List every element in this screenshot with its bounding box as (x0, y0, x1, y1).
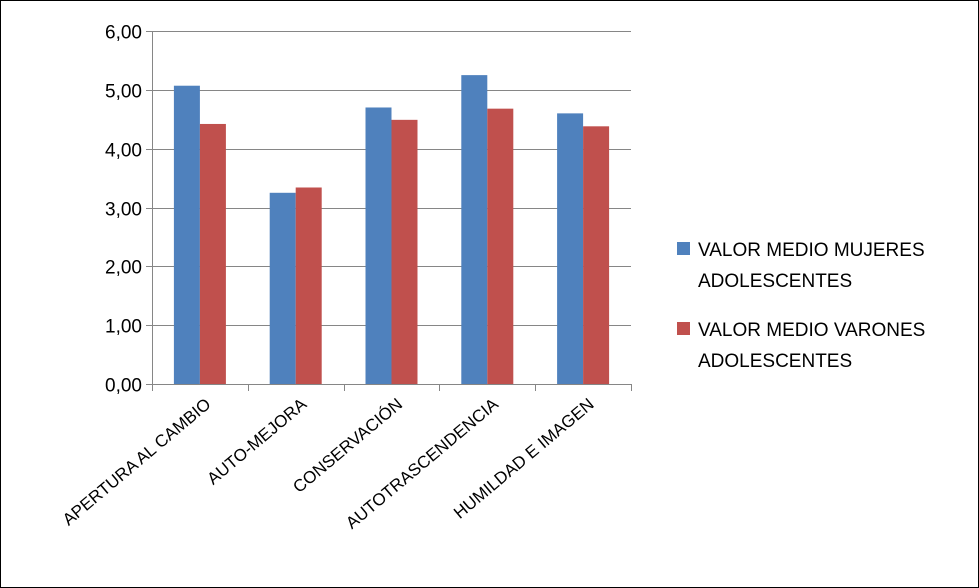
x-category-label: APERTURA AL CAMBIO (59, 395, 215, 530)
bar-mujeres-1 (269, 192, 296, 384)
bar-mujeres-4 (557, 113, 584, 384)
bar-varones-0 (199, 123, 226, 384)
y-tick-label: 4,00 (105, 141, 142, 162)
bar-varones-1 (295, 187, 322, 384)
bar-mujeres-0 (173, 85, 200, 384)
legend-label: ADOLESCENTES (698, 271, 852, 292)
bar-varones-2 (391, 119, 418, 385)
bar-mujeres-3 (461, 75, 488, 384)
y-tick-label: 1,00 (105, 317, 142, 338)
x-category-label: AUTO-MEJORA (204, 394, 311, 488)
legend: VALOR MEDIO MUJERES ADOLESCENTES VALOR MED… (677, 240, 925, 372)
legend-label: VALOR MEDIO MUJERES (698, 240, 925, 261)
legend-swatch-mujeres (677, 242, 690, 255)
axes (146, 31, 632, 391)
y-tick-label: 2,00 (105, 258, 142, 279)
bar-mujeres-2 (365, 107, 392, 384)
x-axis-category-labels: APERTURA AL CAMBIOAUTO-MEJORACONSERVACIÓ… (59, 394, 598, 533)
legend-swatch-varones (677, 322, 690, 335)
legend-label: VALOR MEDIO VARONES (698, 320, 925, 341)
bars (173, 75, 610, 385)
y-tick-label: 3,00 (105, 200, 142, 221)
y-tick-label: 6,00 (105, 23, 142, 44)
legend-label: ADOLESCENTES (698, 351, 852, 372)
bar-varones-4 (583, 126, 610, 384)
bar-varones-3 (487, 108, 514, 384)
x-category-label: AUTOTRASCENDENCIA (342, 394, 502, 533)
y-tick-label: 5,00 (105, 82, 142, 103)
y-axis-tick-labels: 0,00 1,00 2,00 3,00 4,00 5,00 6,00 (105, 23, 142, 397)
y-tick-label: 0,00 (105, 376, 142, 397)
